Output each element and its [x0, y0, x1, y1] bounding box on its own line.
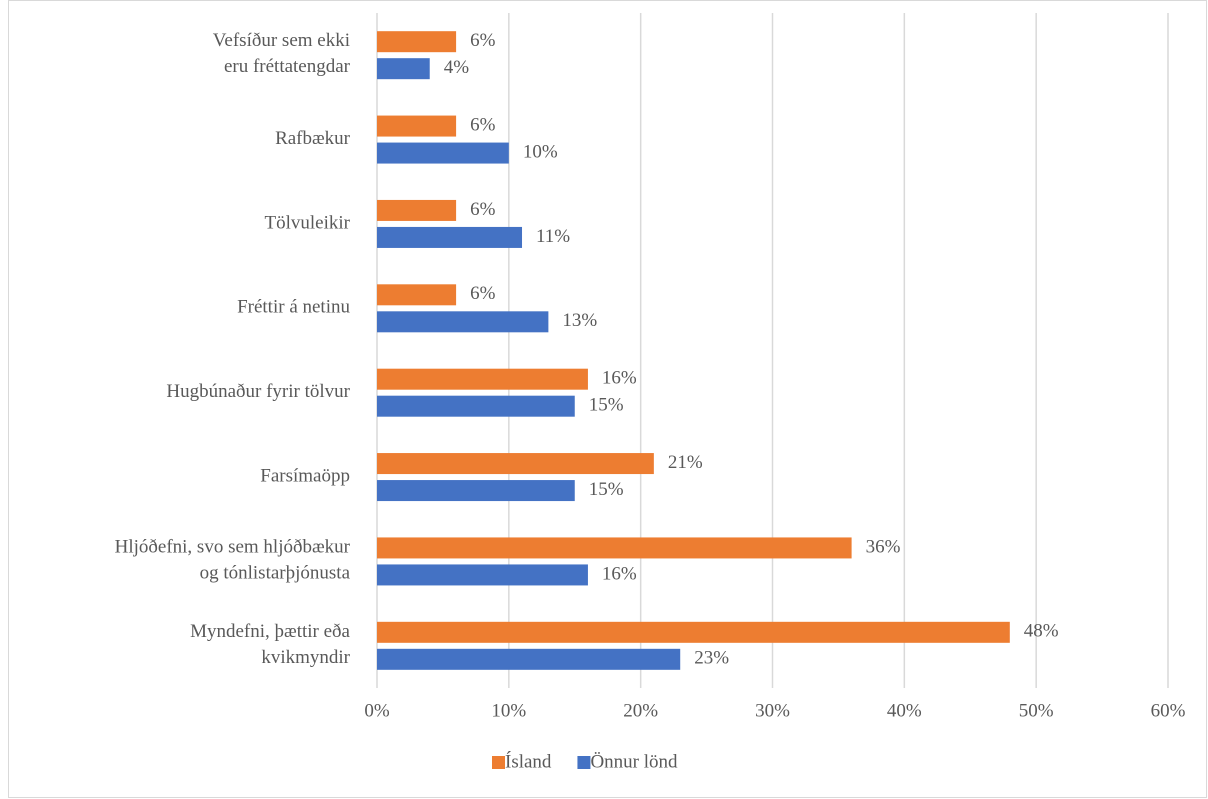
- bar: [377, 453, 654, 475]
- y-tick-label: Myndefni, þættir eða kvikmyndir: [190, 621, 351, 668]
- value-label: 15%: [589, 479, 624, 500]
- bar: [377, 311, 549, 333]
- legend-swatch: [577, 756, 591, 769]
- value-label: 16%: [602, 368, 637, 389]
- value-label: 36%: [866, 536, 901, 557]
- value-label: 6%: [470, 30, 496, 51]
- bar: [377, 648, 681, 670]
- x-tick-label: 60%: [1151, 700, 1186, 721]
- y-tick-label: Tölvuleikir: [265, 212, 351, 233]
- x-tick-label: 30%: [755, 700, 790, 721]
- y-tick-label: Farsímaöpp: [260, 465, 350, 486]
- y-tick-label: Fréttir á netinu: [237, 297, 350, 318]
- bar: [377, 226, 523, 248]
- bar: [377, 58, 430, 80]
- x-tick-label: 10%: [491, 700, 526, 721]
- bar: [377, 395, 575, 417]
- y-tick-label: Hugbúnaður fyrir tölvur: [166, 381, 350, 402]
- x-tick-label: 50%: [1019, 700, 1054, 721]
- value-label: 16%: [602, 563, 637, 584]
- y-tick-label: Vefsíður sem ekki eru fréttatengdar: [213, 31, 351, 78]
- value-label: 15%: [589, 395, 624, 416]
- bar: [377, 199, 457, 221]
- value-label: 48%: [1024, 621, 1059, 642]
- x-tick-label: 40%: [887, 700, 922, 721]
- bar: [377, 115, 457, 137]
- y-tick-label: Hljóðefni, svo sem hljóðbækur og tónlista…: [115, 537, 351, 584]
- bar: [377, 564, 588, 586]
- value-label: 6%: [470, 114, 496, 135]
- value-label: 6%: [470, 283, 496, 304]
- value-label: 13%: [562, 310, 597, 331]
- x-tick-label: 0%: [364, 700, 390, 721]
- bar: [377, 480, 575, 502]
- bar: [377, 368, 588, 390]
- legend-swatch: [492, 756, 505, 769]
- x-tick-label: 20%: [623, 700, 658, 721]
- bar: [377, 621, 1010, 643]
- value-label: 10%: [523, 141, 558, 162]
- bar: [377, 284, 457, 306]
- legend-label: Önnur lönd: [590, 751, 678, 772]
- value-label: 6%: [470, 199, 496, 220]
- bar: [377, 142, 509, 164]
- bar: [377, 537, 852, 559]
- value-label: 23%: [694, 648, 729, 669]
- bar: [377, 31, 457, 53]
- y-tick-label: Rafbækur: [275, 128, 351, 149]
- legend-label: Ísland: [505, 750, 552, 772]
- value-label: 21%: [668, 452, 703, 473]
- value-label: 4%: [444, 57, 470, 78]
- value-label: 11%: [536, 226, 570, 247]
